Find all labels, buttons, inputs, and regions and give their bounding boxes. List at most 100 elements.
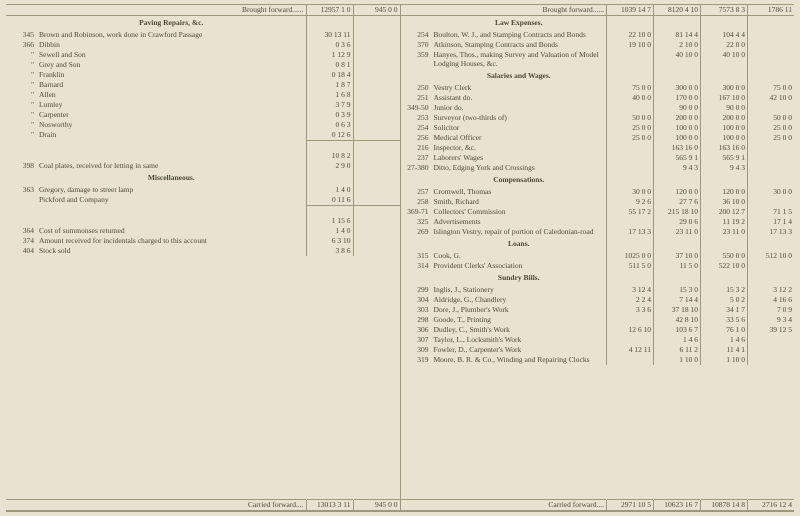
row-ref: 256 — [401, 133, 432, 143]
row-amt: 11 19 2 — [701, 217, 748, 227]
brought-forward-amt: 1039 14 7 — [607, 5, 654, 16]
carried-forward-amt: 2716 12 4 — [748, 500, 795, 511]
left-footer: Carried forward....13013 3 11945 0 0 — [6, 500, 400, 512]
row-amt: 90 0 0 — [654, 103, 701, 113]
row-amt: 25 0 0 — [748, 123, 795, 133]
row-amt: 522 10 0 — [701, 261, 748, 271]
row-amt: 10 8 2 — [306, 151, 353, 161]
row-amt — [607, 50, 654, 69]
section-heading: Law Expenses. — [432, 16, 607, 30]
row-amt: 5 0 2 — [701, 295, 748, 305]
row-amt — [748, 345, 795, 355]
section-heading: Salaries and Wages. — [432, 69, 607, 83]
row-amt: 25 0 0 — [607, 133, 654, 143]
row-desc: Vestry Clerk — [432, 83, 607, 93]
row-amt: 100 0 0 — [654, 123, 701, 133]
row-amt: 81 14 4 — [654, 30, 701, 40]
row-ref: " — [6, 90, 37, 100]
row-amt: 17 13 3 — [748, 227, 795, 237]
carried-forward-amt: 10623 16 7 — [654, 500, 701, 511]
row-amt: 200 12 7 — [701, 207, 748, 217]
row-amt: 120 0 0 — [654, 187, 701, 197]
row-ref: 254 — [401, 123, 432, 133]
row-desc: Islington Vestry, repair of portion of C… — [432, 227, 607, 237]
row-amt: 50 0 0 — [748, 113, 795, 123]
row-amt: 25 0 0 — [748, 133, 795, 143]
row-desc: Fowler, D., Carpenter's Work — [432, 345, 607, 355]
row-amt — [748, 103, 795, 113]
row-amt: 1025 0 0 — [607, 251, 654, 261]
row-amt — [607, 335, 654, 345]
row-amt: 170 0 0 — [654, 93, 701, 103]
row-amt: 9 3 4 — [748, 315, 795, 325]
row-amt — [353, 246, 400, 256]
row-desc: Medical Officer — [432, 133, 607, 143]
row-amt: 104 4 4 — [701, 30, 748, 40]
row-amt: 100 0 0 — [701, 123, 748, 133]
row-desc: Cook, G. — [432, 251, 607, 261]
row-ref: 216 — [401, 143, 432, 153]
row-amt: 0 12 6 — [306, 130, 353, 141]
row-desc: Laborers' Wages — [432, 153, 607, 163]
row-desc: Collectors' Commission — [432, 207, 607, 217]
row-ref: " — [6, 130, 37, 141]
carried-forward-amt: 945 0 0 — [353, 500, 400, 511]
carried-forward-amt: 2971 10 5 — [607, 500, 654, 511]
row-amt — [353, 120, 400, 130]
row-ref: 369-71 — [401, 207, 432, 217]
row-desc: Solicitor — [432, 123, 607, 133]
row-ref: 304 — [401, 295, 432, 305]
brought-forward-amt: 8120 4 10 — [654, 5, 701, 16]
row-ref — [6, 216, 37, 226]
row-ref: " — [6, 50, 37, 60]
row-ref: 314 — [401, 261, 432, 271]
carried-forward-label: Carried forward.... — [432, 500, 607, 511]
row-desc: Moore, B. R. & Co., Winding and Repairin… — [432, 355, 607, 365]
row-amt: 3 3 6 — [607, 305, 654, 315]
row-amt: 39 12 5 — [748, 325, 795, 335]
row-desc: Ditto, Edging York and Crossings — [432, 163, 607, 173]
row-amt: 37 18 10 — [654, 305, 701, 315]
row-amt — [748, 261, 795, 271]
row-ref: 251 — [401, 93, 432, 103]
row-amt: 17 13 3 — [607, 227, 654, 237]
row-ref: " — [6, 110, 37, 120]
row-desc: Brown and Robinson, work done in Crawfor… — [37, 30, 306, 40]
row-desc: Goode, T., Printing — [432, 315, 607, 325]
row-amt: 6 3 10 — [306, 236, 353, 246]
row-amt: 1 15 6 — [306, 216, 353, 226]
row-ref: 309 — [401, 345, 432, 355]
row-desc: Barnard — [37, 80, 306, 90]
row-ref: 250 — [401, 83, 432, 93]
row-ref: " — [6, 60, 37, 70]
row-amt: 100 0 0 — [654, 133, 701, 143]
row-amt: 1 4 0 — [306, 185, 353, 195]
row-desc: Assistant do. — [432, 93, 607, 103]
row-desc: Provident Clerks' Association — [432, 261, 607, 271]
row-amt: 0 11 6 — [306, 195, 353, 206]
row-ref: 349-50 — [401, 103, 432, 113]
row-amt: 3 8 6 — [306, 246, 353, 256]
brought-forward-amt: 945 0 0 — [353, 5, 400, 16]
row-ref: " — [6, 100, 37, 110]
row-amt: 11 5 0 — [654, 261, 701, 271]
row-amt: 1 10 0 — [701, 355, 748, 365]
row-amt: 19 10 0 — [607, 40, 654, 50]
row-amt: 0 3 6 — [306, 40, 353, 50]
row-desc: Atkinson, Stamping Contracts and Bonds — [432, 40, 607, 50]
row-ref: " — [6, 120, 37, 130]
row-amt: 2 10 0 — [654, 40, 701, 50]
row-desc: Allen — [37, 90, 306, 100]
row-amt: 0 6 3 — [306, 120, 353, 130]
row-amt — [353, 130, 400, 141]
row-ref: 345 — [6, 30, 37, 40]
row-amt — [607, 153, 654, 163]
row-desc: Nosworthy — [37, 120, 306, 130]
section-heading: Loans. — [432, 237, 607, 251]
row-ref: 254 — [401, 30, 432, 40]
row-ref: 315 — [401, 251, 432, 261]
brought-forward-amt: 12957 1 0 — [306, 5, 353, 16]
row-amt: 23 11 0 — [654, 227, 701, 237]
row-amt: 40 10 0 — [654, 50, 701, 69]
row-amt: 22 0 0 — [701, 40, 748, 50]
